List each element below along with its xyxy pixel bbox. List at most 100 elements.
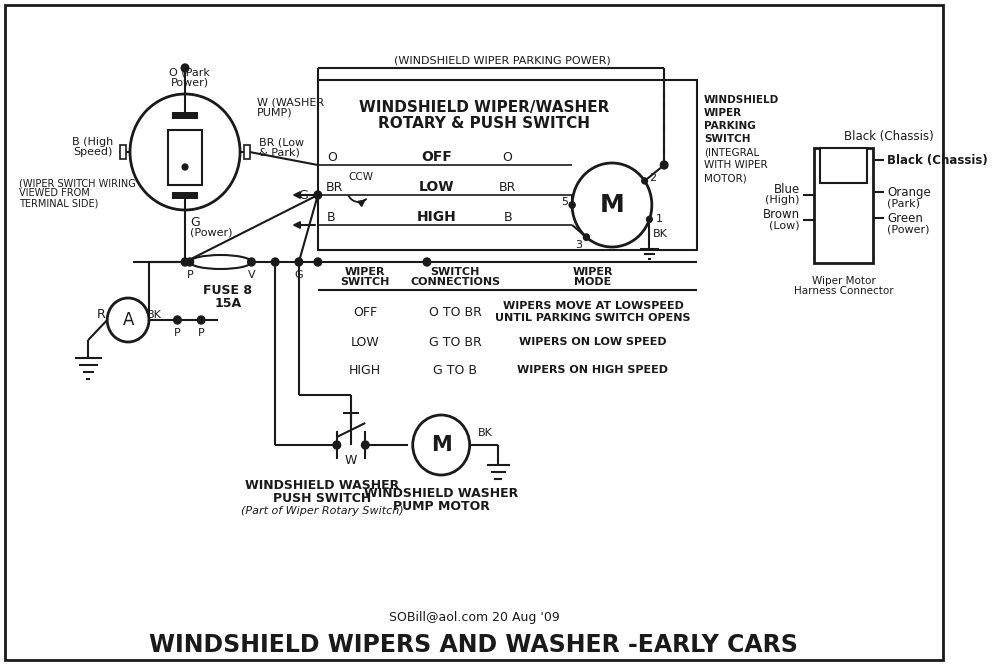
Text: WIPER: WIPER [345, 267, 386, 277]
Text: (Low): (Low) [769, 220, 800, 230]
Text: (WINDSHIELD WIPER PARKING POWER): (WINDSHIELD WIPER PARKING POWER) [395, 55, 611, 65]
Text: Brown: Brown [762, 207, 800, 221]
Text: (Power): (Power) [190, 227, 232, 237]
Bar [814, 148, 873, 263]
Circle shape [181, 64, 189, 72]
Text: WITH WIPER: WITH WIPER [704, 160, 767, 170]
Text: MODE: MODE [574, 277, 611, 287]
Text: P: P [187, 270, 193, 280]
Bar [172, 192, 198, 199]
Text: M: M [599, 193, 624, 217]
Text: BK: BK [147, 310, 162, 320]
Text: FUSE 8: FUSE 8 [203, 283, 252, 297]
Text: (Power): (Power) [887, 224, 930, 234]
Text: B: B [327, 211, 336, 223]
Circle shape [186, 258, 194, 266]
Text: VIEWED FROM: VIEWED FROM [19, 188, 90, 198]
Text: W: W [345, 454, 358, 467]
Text: P: P [174, 328, 181, 338]
Bar [168, 130, 202, 185]
Circle shape [583, 234, 589, 240]
Text: Wiper Motor: Wiper Motor [811, 276, 875, 286]
Text: (WIPER SWITCH WIRING: (WIPER SWITCH WIRING [19, 178, 136, 188]
Circle shape [295, 258, 303, 266]
Text: Power): Power) [171, 77, 209, 87]
Text: TERMINAL SIDE): TERMINAL SIDE) [19, 198, 98, 208]
Text: O (Park: O (Park [169, 67, 210, 77]
Text: WIPERS ON LOW SPEED: WIPERS ON LOW SPEED [519, 337, 666, 347]
Text: G TO B: G TO B [434, 364, 478, 376]
Circle shape [660, 161, 668, 169]
Text: MOTOR): MOTOR) [704, 173, 747, 183]
Text: HIGH: HIGH [417, 210, 457, 224]
Text: PARKING: PARKING [704, 121, 756, 131]
Text: O: O [502, 150, 512, 164]
Bar [820, 148, 867, 183]
Text: Harness Connector: Harness Connector [793, 286, 893, 296]
Text: Blue: Blue [773, 182, 800, 196]
Text: SWITCH: SWITCH [431, 267, 481, 277]
Text: Orange: Orange [887, 186, 931, 198]
Text: B: B [503, 211, 511, 223]
Text: BR: BR [327, 180, 344, 194]
Bar [244, 145, 250, 159]
Circle shape [174, 316, 181, 324]
Circle shape [583, 234, 589, 240]
Circle shape [272, 258, 279, 266]
Circle shape [314, 191, 322, 199]
Circle shape [569, 202, 575, 208]
Text: O TO BR: O TO BR [429, 305, 482, 319]
Text: W (WASHER: W (WASHER [257, 97, 325, 107]
Text: 5: 5 [561, 197, 568, 207]
Text: WINDSHIELD WASHER: WINDSHIELD WASHER [364, 487, 518, 499]
Text: 15A: 15A [214, 297, 242, 309]
Text: V: V [248, 270, 255, 280]
Bar [318, 80, 697, 250]
Text: 1: 1 [655, 214, 662, 224]
Text: HIGH: HIGH [350, 364, 382, 376]
Text: (Part of Wiper Rotary Switch): (Part of Wiper Rotary Switch) [242, 506, 404, 516]
Circle shape [424, 258, 431, 266]
Text: R: R [97, 307, 106, 321]
Text: Green: Green [887, 211, 923, 225]
Text: WIPERS ON HIGH SPEED: WIPERS ON HIGH SPEED [517, 365, 668, 375]
Circle shape [314, 258, 322, 266]
Bar [121, 145, 126, 159]
Circle shape [198, 316, 205, 324]
Circle shape [362, 441, 369, 449]
Text: PUMP MOTOR: PUMP MOTOR [393, 499, 490, 513]
Ellipse shape [190, 255, 252, 269]
Text: WIPER: WIPER [572, 267, 613, 277]
Text: WINDSHIELD WIPER/WASHER: WINDSHIELD WIPER/WASHER [359, 100, 609, 114]
Text: LOW: LOW [419, 180, 455, 194]
Text: SWITCH: SWITCH [704, 134, 750, 144]
Text: ROTARY & PUSH SWITCH: ROTARY & PUSH SWITCH [378, 116, 589, 130]
Text: G: G [295, 270, 303, 280]
Circle shape [646, 216, 652, 222]
Text: SOBill@aol.com 20 Aug '09: SOBill@aol.com 20 Aug '09 [389, 610, 559, 624]
Text: 2: 2 [648, 173, 655, 183]
Text: BK: BK [653, 229, 668, 239]
Text: P: P [198, 328, 205, 338]
Circle shape [182, 164, 188, 170]
Circle shape [641, 178, 647, 184]
Text: G: G [190, 215, 200, 229]
Text: SWITCH: SWITCH [341, 277, 390, 287]
Text: (Park): (Park) [887, 198, 920, 208]
Circle shape [248, 258, 255, 266]
Text: UNTIL PARKING SWITCH OPENS: UNTIL PARKING SWITCH OPENS [496, 313, 690, 323]
Text: A: A [123, 311, 134, 329]
Text: G: G [299, 188, 309, 201]
Text: Speed): Speed) [74, 147, 113, 157]
Text: (INTEGRAL: (INTEGRAL [704, 147, 759, 157]
Text: OFF: OFF [354, 305, 378, 319]
Circle shape [569, 202, 575, 208]
Text: LOW: LOW [351, 336, 380, 348]
Text: PUMP): PUMP) [257, 107, 293, 117]
Bar [172, 112, 198, 119]
Text: WINDSHIELD WASHER: WINDSHIELD WASHER [246, 479, 400, 491]
Text: O: O [327, 150, 337, 164]
Text: PUSH SWITCH: PUSH SWITCH [274, 491, 372, 505]
Text: CONNECTIONS: CONNECTIONS [411, 277, 500, 287]
Text: BK: BK [479, 428, 494, 438]
